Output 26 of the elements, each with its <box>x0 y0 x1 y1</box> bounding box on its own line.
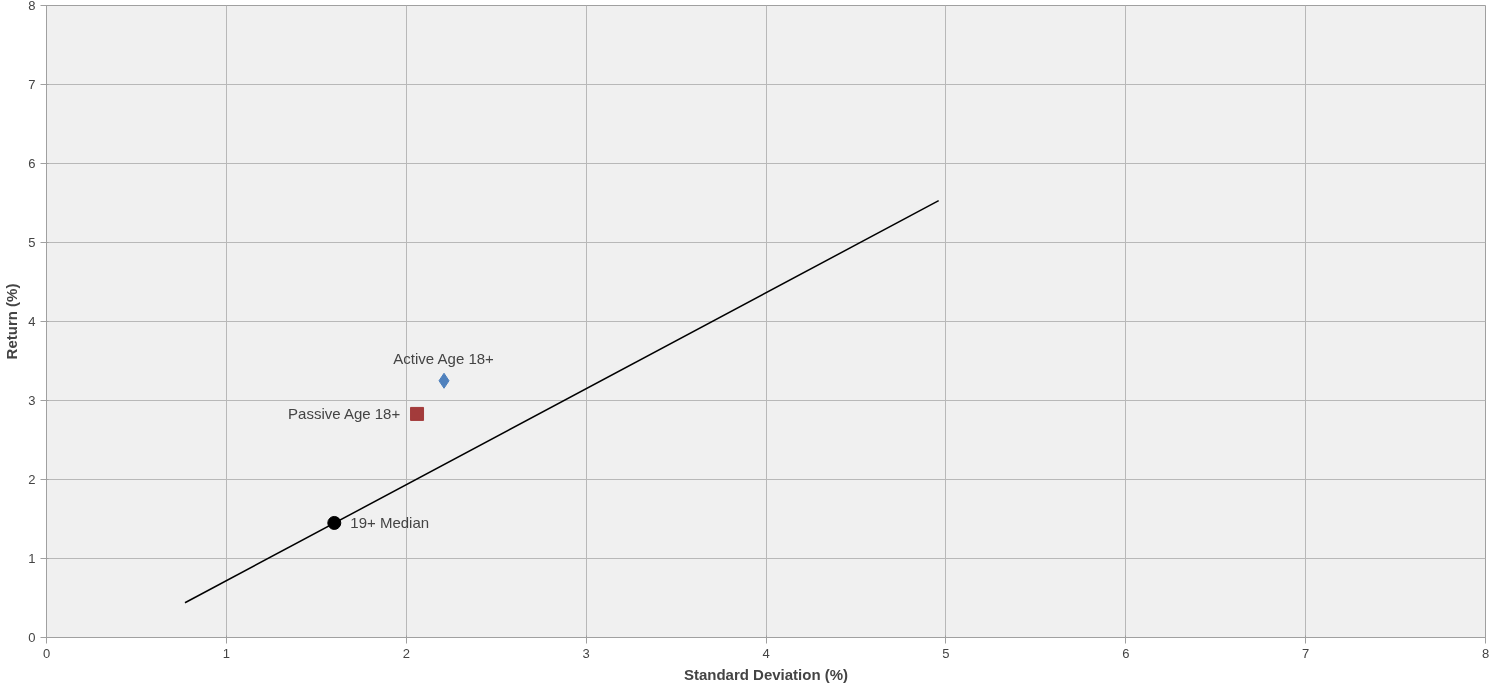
x-tick-label: 8 <box>1481 645 1490 661</box>
series-label: Passive Age 18+ <box>288 405 401 423</box>
x-tick-label: 3 <box>582 645 590 661</box>
x-tick-label: 1 <box>222 645 230 661</box>
y-tick-label: 3 <box>28 393 36 408</box>
y-axis-title: Return (%) <box>3 283 21 360</box>
y-tick-label: 7 <box>28 77 36 92</box>
x-tick-label: 6 <box>1122 645 1130 661</box>
y-tick-label: 6 <box>28 156 36 171</box>
x-tick-label: 5 <box>942 645 950 661</box>
y-tick-label: 4 <box>28 314 36 329</box>
x-tick-label: 0 <box>42 645 51 661</box>
y-tick-label: 2 <box>28 472 36 487</box>
y-tick-label: 8 <box>28 0 36 13</box>
point <box>438 372 450 389</box>
series-label: 19+ Median <box>350 514 430 532</box>
x-tick-label: 7 <box>1302 645 1310 661</box>
y-tick-label: 5 <box>28 235 36 250</box>
series-label: Active Age 18+ <box>393 349 495 367</box>
point <box>410 406 425 421</box>
y-tick-label: 1 <box>28 551 36 566</box>
x-tick-label: 4 <box>762 645 770 661</box>
point <box>327 515 342 530</box>
y-tick-label: 0 <box>28 630 36 645</box>
x-tick-label: 2 <box>402 645 410 661</box>
x-axis-title: Standard Deviation (%) <box>683 665 849 683</box>
